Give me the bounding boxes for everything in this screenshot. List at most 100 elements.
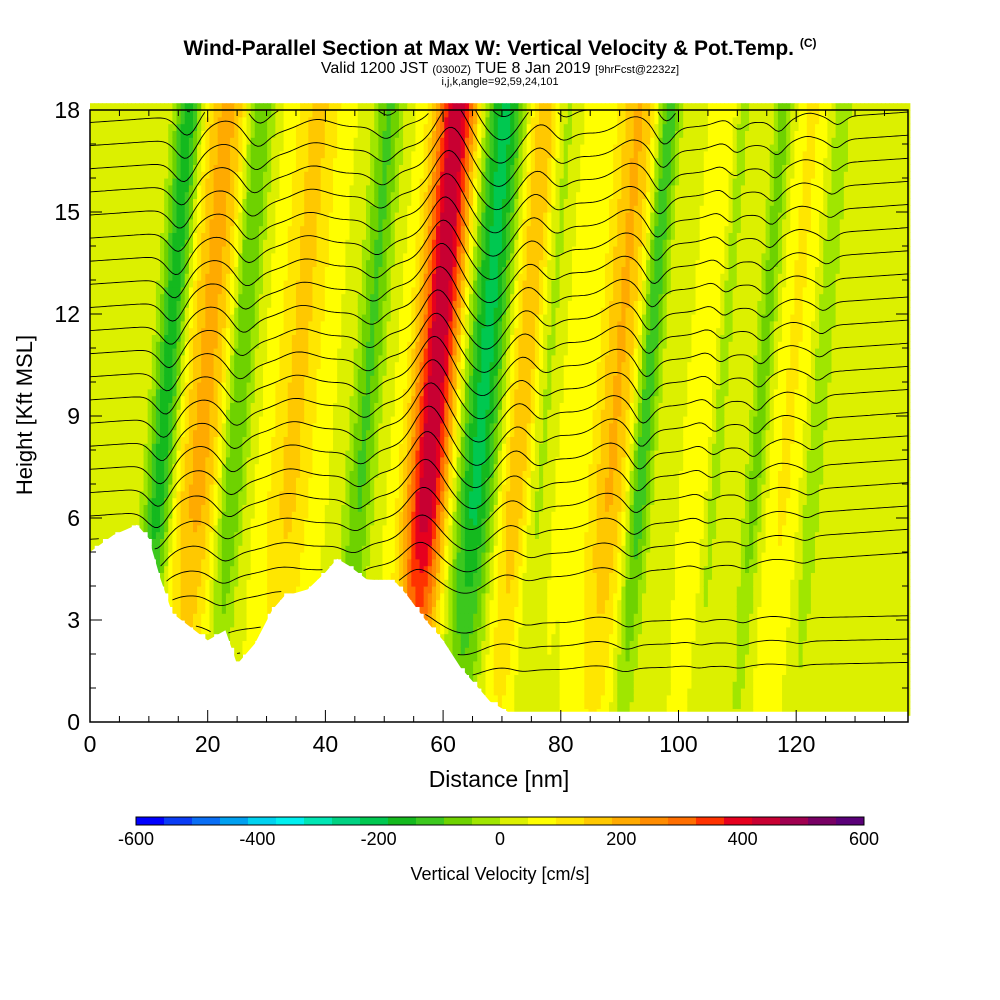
field-cell <box>118 246 124 254</box>
field-cell <box>172 416 178 424</box>
field-cell <box>90 463 95 471</box>
field-cell <box>349 354 355 363</box>
field-cell <box>275 558 281 567</box>
field-cell <box>349 416 355 424</box>
field-cell <box>180 402 186 410</box>
field-cell <box>131 436 136 444</box>
chart-title: Wind-Parallel Section at Max W: Vertical… <box>0 36 1000 61</box>
field-cell <box>316 477 322 485</box>
field-cell <box>312 286 318 295</box>
field-cell <box>361 565 367 573</box>
field-cell <box>131 286 136 295</box>
field-cell <box>267 572 272 580</box>
field-cell <box>349 524 355 533</box>
field-cell <box>275 436 281 444</box>
field-cell <box>164 375 169 383</box>
field-cell <box>263 524 268 533</box>
field-cell <box>320 300 326 308</box>
field-cell <box>110 416 116 424</box>
field-cell <box>300 123 305 131</box>
field-cell <box>291 212 297 220</box>
field-cell <box>110 354 116 363</box>
field-cell <box>188 504 194 512</box>
field-cell <box>366 178 371 186</box>
field-cell <box>246 171 252 179</box>
field-cell <box>184 144 190 152</box>
field-cell <box>308 436 314 444</box>
field-cell <box>114 320 120 329</box>
field-cell <box>258 436 264 444</box>
field-cell <box>357 416 363 424</box>
field-cell <box>147 361 153 369</box>
field-cell <box>155 361 161 369</box>
field-cell <box>114 470 120 478</box>
field-cell <box>341 184 346 193</box>
field-cell <box>205 395 211 403</box>
field-cell <box>320 212 326 220</box>
field-cell <box>225 286 231 295</box>
field-cell <box>217 334 223 342</box>
field-cell <box>287 137 293 145</box>
field-cell <box>328 395 334 403</box>
field-cell <box>197 572 202 580</box>
field-cell <box>225 110 231 118</box>
field-cell <box>287 286 293 295</box>
field-cell <box>370 110 375 118</box>
field-cell <box>333 110 338 118</box>
field-cell <box>172 558 178 567</box>
field-cell <box>283 409 289 417</box>
field-cell <box>151 103 157 111</box>
field-cell <box>192 416 198 424</box>
field-cell <box>258 327 264 335</box>
field-cell <box>168 416 173 424</box>
field-cell <box>238 456 244 465</box>
field-cell <box>143 450 149 458</box>
field-cell <box>114 218 120 227</box>
field-cell <box>110 259 116 267</box>
field-cell <box>304 497 309 505</box>
field-cell <box>254 103 260 111</box>
field-cell <box>110 470 116 478</box>
field-cell <box>213 429 219 437</box>
field-cell <box>139 144 145 152</box>
field-cell <box>201 307 206 315</box>
field-cell <box>246 293 252 301</box>
field-cell <box>263 416 268 424</box>
field-cell <box>131 361 136 369</box>
field-cell <box>188 490 194 499</box>
field-cell <box>131 334 136 342</box>
field-cell <box>295 266 301 274</box>
field-cell <box>242 314 248 322</box>
field-cell <box>188 259 194 267</box>
field-cell <box>295 191 301 199</box>
field-cell <box>304 259 309 267</box>
field-cell <box>279 388 285 397</box>
field-cell <box>118 484 124 492</box>
field-cell <box>361 531 367 539</box>
field-cell <box>308 307 314 315</box>
field-cell <box>366 191 371 199</box>
field-cell <box>143 198 149 206</box>
field-cell <box>151 450 157 458</box>
field-cell <box>139 110 145 118</box>
field-cell <box>250 490 256 499</box>
field-cell <box>192 150 198 159</box>
field-cell <box>300 572 305 580</box>
field-cell <box>333 212 338 220</box>
field-cell <box>295 334 301 342</box>
field-cell <box>184 110 190 118</box>
field-cell <box>180 110 186 118</box>
field-cell <box>361 307 367 315</box>
field-cell <box>258 280 264 288</box>
field-cell <box>357 327 363 335</box>
field-cell <box>324 286 330 295</box>
field-cell <box>242 633 248 641</box>
field-cell <box>267 103 272 111</box>
field-cell <box>209 184 215 193</box>
field-cell <box>242 422 248 431</box>
field-cell <box>238 178 244 186</box>
field-cell <box>238 103 244 111</box>
field-cell <box>225 184 231 193</box>
field-cell <box>357 137 363 145</box>
field-cell <box>337 375 342 383</box>
